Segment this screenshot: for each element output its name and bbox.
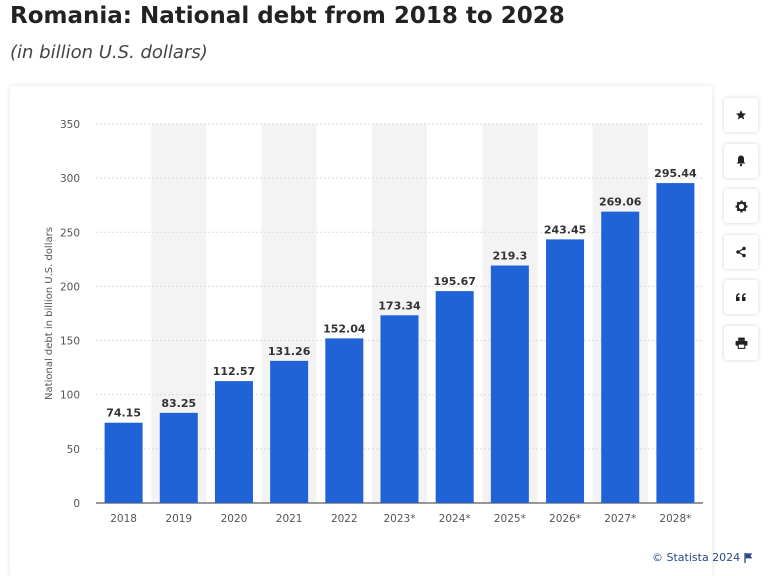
data-label: 74.15 [106,407,141,420]
x-tick-label: 2026* [549,513,581,525]
bar [159,412,198,503]
x-tick-label: 2018 [110,513,137,525]
x-tick-label: 2027* [604,513,636,525]
x-tick-label: 2022 [331,513,358,525]
statista-credit[interactable]: © Statista 2024 [652,551,753,564]
y-tick-label: 350 [60,119,80,131]
x-tick-label: 2023* [384,513,416,525]
gear-icon [735,200,747,213]
data-label: 131.26 [268,345,311,358]
favorite-button[interactable] [724,98,758,132]
cite-button[interactable] [724,280,758,315]
data-label: 83.25 [161,397,196,410]
x-tick-label: 2024* [439,513,471,525]
y-tick-label: 250 [60,227,80,239]
data-label: 152.04 [323,322,366,335]
page-title: Romania: National debt from 2018 to 2028 [10,3,565,29]
x-tick-label: 2019 [165,513,192,525]
x-tick-label: 2025* [494,513,526,525]
y-tick-label: 0 [73,498,80,510]
settings-button[interactable] [724,189,758,224]
credit-text: © Statista 2024 [652,551,741,564]
print-button[interactable] [724,325,758,360]
share-icon [736,246,746,258]
x-tick-label: 2021 [276,513,303,525]
x-tick-label: 2028* [659,513,691,525]
quote-icon [736,293,746,302]
bar [380,315,419,503]
y-tick-label: 50 [67,444,80,456]
page-subtitle: (in billion U.S. dollars) [10,42,208,63]
data-label: 243.45 [544,223,586,236]
bar [435,291,474,503]
data-label: 112.57 [213,365,255,378]
y-tick-label: 300 [60,173,80,185]
bar [546,239,585,504]
data-label: 173.34 [378,299,421,312]
data-label: 295.44 [654,167,697,180]
printer-icon [735,337,747,349]
bar [601,211,640,503]
bar [656,183,695,503]
y-tick-label: 200 [60,281,80,293]
bar [104,422,143,503]
y-axis-title: National debt in billion U.S. dollars [44,227,55,400]
side-toolbar [724,98,760,372]
y-tick-label: 100 [60,390,80,402]
flag-icon [744,552,753,563]
bar [270,360,309,503]
data-label: 219.3 [492,250,527,263]
bell-icon [736,155,746,167]
share-button[interactable] [724,234,758,269]
star-icon [736,110,746,120]
notification-button[interactable] [724,143,758,178]
data-label: 195.67 [433,275,475,288]
bar [325,338,364,503]
x-tick-label: 2020 [221,513,248,525]
bar [490,265,529,503]
y-tick-label: 150 [60,336,80,348]
data-label: 269.06 [599,196,642,209]
bar [214,381,253,503]
